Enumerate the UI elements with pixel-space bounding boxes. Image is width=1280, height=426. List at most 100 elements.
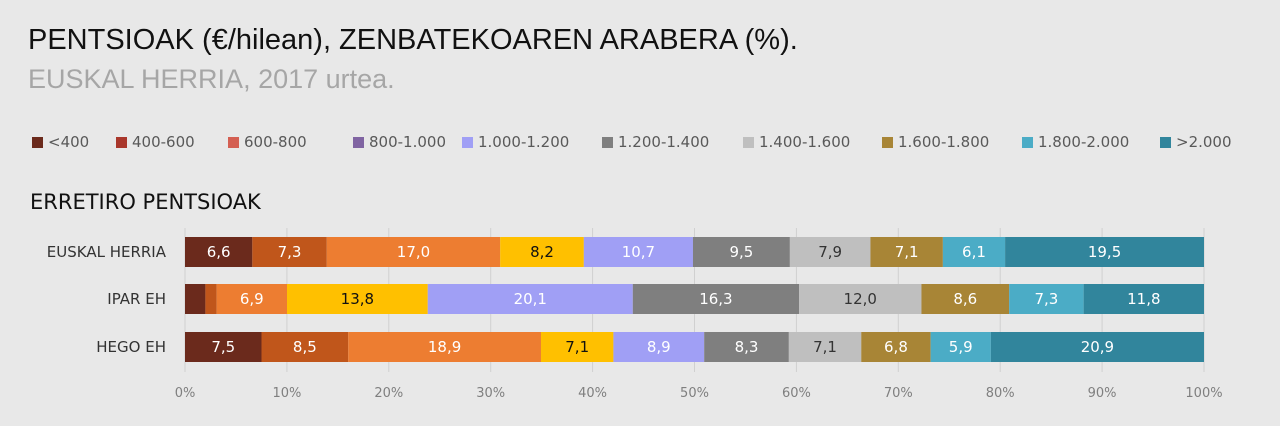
data-label: 6,9 (240, 290, 264, 308)
legend-item: >2.000 (1160, 133, 1232, 151)
bar-segment (216, 284, 288, 314)
x-tick-label: 60% (782, 386, 811, 401)
bar-segment (326, 237, 501, 267)
data-label: 13,8 (341, 290, 374, 308)
legend-swatch (602, 136, 613, 148)
bar-segment (205, 284, 217, 314)
data-label: 9,5 (729, 243, 753, 261)
bar-segment (942, 237, 1006, 267)
legend-item: 1.400-1.600 (743, 133, 850, 151)
legend-label: <400 (48, 133, 90, 151)
legend-swatch (32, 136, 43, 148)
legend-item: 1.800-2.000 (1022, 133, 1129, 151)
bar-segment (704, 332, 789, 362)
data-label: 7,1 (895, 243, 919, 261)
data-label: 8,2 (530, 243, 554, 261)
legend-swatch (1022, 136, 1033, 148)
data-label: 8,6 (953, 290, 977, 308)
data-label: 8,5 (293, 338, 317, 356)
bar-segment (583, 237, 693, 267)
legend-swatch (743, 136, 754, 148)
data-label: 20,9 (1081, 338, 1114, 356)
x-tick-label: 80% (986, 386, 1015, 401)
x-tick-label: 90% (1088, 386, 1117, 401)
legend-label: 1.600-1.800 (898, 133, 990, 151)
chart-title: PENTSIOAK (€/hilean), ZENBATEKOAREN ARAB… (28, 24, 798, 56)
bar-segment (427, 284, 633, 314)
data-label: 17,0 (397, 243, 430, 261)
legend-swatch (462, 136, 473, 148)
legend-swatch (228, 136, 239, 148)
data-label: 7,9 (818, 243, 842, 261)
legend-swatch (882, 136, 893, 148)
data-label: 16,3 (699, 290, 732, 308)
legend-swatch (353, 136, 364, 148)
data-label: 7,1 (813, 338, 837, 356)
data-label: 18,9 (428, 338, 461, 356)
legend-item: 1.600-1.800 (882, 133, 989, 151)
legend-swatch (116, 136, 127, 148)
section-title: ERRETIRO PENTSIOAK (30, 190, 261, 214)
legend-item: 600-800 (228, 133, 307, 151)
legend-item: 400-600 (116, 133, 195, 151)
x-tick-label: 50% (680, 386, 709, 401)
x-tick-label: 70% (884, 386, 913, 401)
bar-segment (930, 332, 991, 362)
bar-segment (788, 332, 862, 362)
bar-segment (870, 237, 943, 267)
data-label: 8,9 (647, 338, 671, 356)
bar-segment (287, 284, 428, 314)
bar-segment (185, 284, 206, 314)
bar-segment (799, 284, 922, 314)
bar-segment (990, 332, 1204, 362)
x-tick-label: 100% (1185, 386, 1222, 401)
data-label: 20,1 (514, 290, 547, 308)
bar-segment (789, 237, 871, 267)
legend-item: 800-1.000 (353, 133, 446, 151)
bar-segment (1005, 237, 1204, 267)
category-label: EUSKAL HERRIA (47, 243, 167, 261)
legend-label: 1.200-1.400 (618, 133, 710, 151)
bar-segment (921, 284, 1010, 314)
data-label: 5,9 (949, 338, 973, 356)
bar-segment (500, 237, 584, 267)
bar-segment (613, 332, 705, 362)
legend-label: 1.800-2.000 (1038, 133, 1130, 151)
data-label: 7,1 (565, 338, 589, 356)
data-label: 7,5 (211, 338, 235, 356)
bar-segment (861, 332, 931, 362)
data-label: 7,3 (1034, 290, 1058, 308)
bar-segment (540, 332, 614, 362)
x-tick-label: 20% (374, 386, 403, 401)
data-label: 6,6 (207, 243, 231, 261)
data-label: 19,5 (1088, 243, 1121, 261)
data-label: 6,8 (884, 338, 908, 356)
bar-segment (261, 332, 349, 362)
bar-segment (1009, 284, 1084, 314)
legend-item: 1.200-1.400 (602, 133, 709, 151)
legend: <400 400-600 600-800 800-1.000 1.000-1.200 1.… (32, 133, 1262, 159)
legend-item: 1.000-1.200 (462, 133, 569, 151)
data-label: 8,3 (735, 338, 759, 356)
chart-subtitle: EUSKAL HERRIA, 2017 urtea. (28, 64, 395, 94)
x-tick-label: 40% (578, 386, 607, 401)
bar-segment (348, 332, 541, 362)
legend-label: 400-600 (132, 133, 195, 151)
legend-label: 1.000-1.200 (478, 133, 570, 151)
data-label: 6,1 (962, 243, 986, 261)
data-label: 10,7 (622, 243, 655, 261)
data-label: 11,8 (1127, 290, 1160, 308)
bar-segment (185, 332, 262, 362)
category-label: IPAR EH (107, 290, 166, 308)
legend-label: 800-1.000 (369, 133, 446, 151)
bar-segment (632, 284, 800, 314)
legend-swatch (1160, 136, 1171, 148)
bar-segment (185, 237, 253, 267)
bar-segment (252, 237, 327, 267)
category-label: HEGO EH (96, 338, 166, 356)
data-label: 12,0 (844, 290, 877, 308)
legend-label: 600-800 (244, 133, 307, 151)
x-tick-label: 10% (272, 386, 301, 401)
x-tick-label: 30% (476, 386, 505, 401)
